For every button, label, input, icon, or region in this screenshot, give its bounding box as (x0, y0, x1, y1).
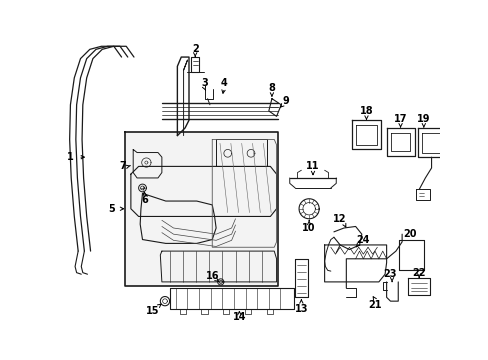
Text: 21: 21 (367, 300, 381, 310)
Text: 10: 10 (302, 223, 315, 233)
Text: 17: 17 (393, 114, 407, 123)
Text: 13: 13 (294, 304, 307, 314)
Text: 2: 2 (191, 44, 198, 54)
Text: 6: 6 (141, 194, 148, 204)
Text: 9: 9 (282, 96, 289, 106)
Text: 16: 16 (205, 271, 219, 281)
Text: 24: 24 (356, 235, 369, 244)
Text: 8: 8 (268, 83, 275, 93)
Text: 18: 18 (359, 106, 372, 116)
Text: 1: 1 (67, 152, 74, 162)
Text: 22: 22 (411, 267, 425, 278)
Text: 23: 23 (383, 269, 396, 279)
Text: 19: 19 (416, 114, 430, 123)
Text: 11: 11 (305, 161, 319, 171)
Text: 3: 3 (201, 78, 207, 88)
Text: 20: 20 (402, 229, 416, 239)
Text: 4: 4 (220, 78, 227, 88)
Text: 14: 14 (232, 311, 245, 321)
Text: 15: 15 (145, 306, 159, 316)
Bar (124, 132, 278, 286)
Text: 7: 7 (119, 161, 125, 171)
Text: 12: 12 (333, 214, 346, 224)
Text: 5: 5 (108, 204, 115, 214)
